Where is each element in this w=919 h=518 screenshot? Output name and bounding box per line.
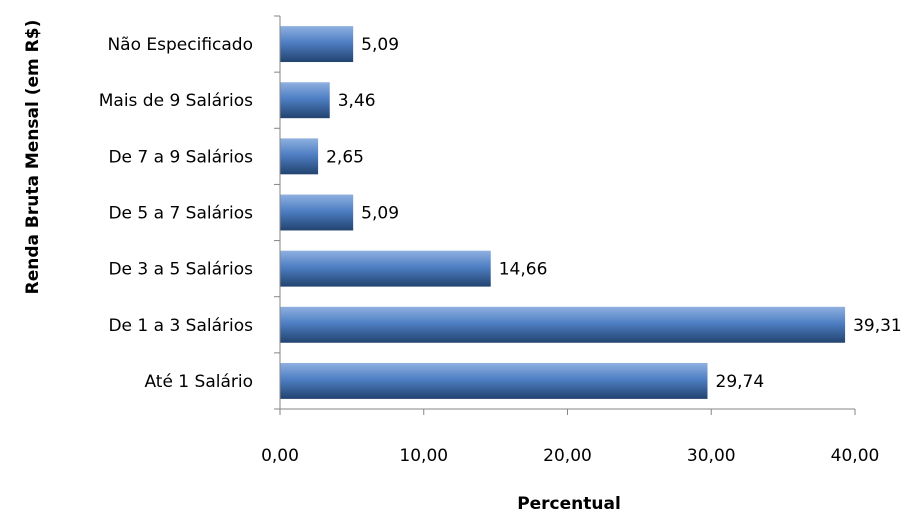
x-tick-label: 10,00 (399, 446, 448, 466)
bar (280, 26, 354, 63)
bar (280, 138, 319, 175)
bar (280, 82, 330, 119)
labels-group: 29,74 Até 1 Salário 39,31 De 1 a 3 Salários… (99, 35, 902, 466)
y-axis-title: Renda Bruta Mensal (em R$) (23, 20, 43, 295)
bar (280, 362, 708, 399)
x-tick-label: 30,00 (687, 446, 736, 466)
bar (280, 250, 491, 287)
category-tick-label: De 3 a 5 Salários (108, 260, 253, 280)
bar-value-label: 2,65 (326, 147, 364, 167)
x-axis-title: Percentual (517, 494, 621, 514)
bar (280, 194, 354, 231)
bar-value-label: 3,46 (338, 91, 376, 111)
x-tick-label: 20,00 (543, 446, 592, 466)
bar-value-label: 5,09 (361, 204, 399, 224)
category-tick-label: Mais de 9 Salários (99, 91, 253, 111)
category-tick-label: De 7 a 9 Salários (108, 147, 253, 167)
category-tick-label: De 1 a 3 Salários (108, 316, 253, 336)
x-tick-label: 0,00 (261, 446, 299, 466)
bar (280, 306, 846, 343)
x-tick-label: 40,00 (831, 446, 880, 466)
category-tick-label: Não Especificado (107, 35, 253, 55)
bar-value-label: 5,09 (361, 35, 399, 55)
bar-value-label: 39,31 (853, 316, 902, 336)
category-tick-label: Até 1 Salário (144, 372, 253, 392)
axes-group (274, 15, 856, 415)
category-tick-label: De 5 a 7 Salários (108, 204, 253, 224)
bars-group (280, 26, 846, 399)
bar-value-label: 14,66 (499, 260, 548, 280)
bar-value-label: 29,74 (716, 372, 765, 392)
